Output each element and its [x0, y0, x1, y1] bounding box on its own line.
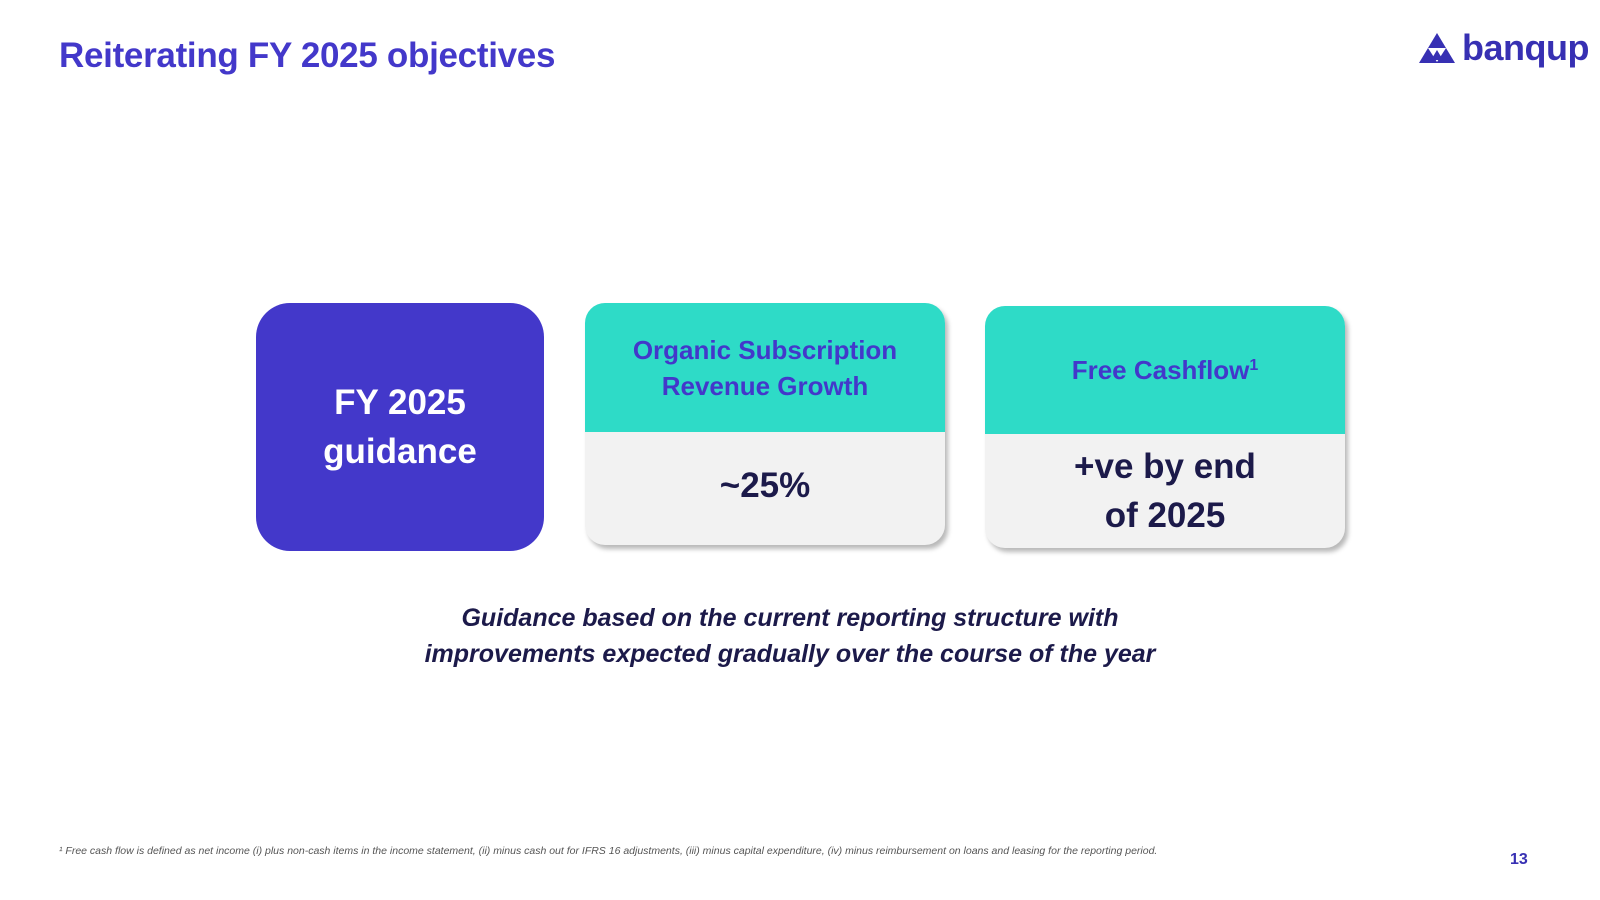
organic-growth-value: ~25% — [719, 466, 811, 505]
free-cashflow-card-header: Free Cashflow1 — [985, 306, 1345, 434]
free-cashflow-value: +ve by end of 2025 — [1035, 442, 1295, 540]
guidance-line-1: FY 2025 — [334, 383, 466, 422]
slide-title: Reiterating FY 2025 objectives — [59, 36, 556, 75]
logo-wordmark: banqup — [1462, 27, 1589, 68]
triangle-mountain-icon — [1419, 33, 1455, 63]
organic-growth-card-body: ~25% — [585, 432, 945, 545]
guidance-note: Guidance based on the current reporting … — [340, 600, 1240, 672]
footnote-marker: ¹ — [59, 845, 63, 857]
fy2025-guidance-box: FY 2025 guidance — [256, 303, 544, 551]
guidance-note-line-1: Guidance based on the current reporting … — [461, 604, 1119, 632]
free-cashflow-value-line-1: +ve by end — [1074, 446, 1256, 486]
free-cashflow-card-body: +ve by end of 2025 — [985, 434, 1345, 547]
free-cashflow-title: Free Cashflow — [1071, 355, 1250, 385]
organic-growth-title-line-1: Organic Subscription — [632, 334, 898, 365]
guidance-label: FY 2025 guidance — [300, 378, 500, 476]
free-cashflow-value-line-2: of 2025 — [1104, 495, 1226, 535]
footnote-reference: 1 — [1249, 357, 1259, 374]
organic-growth-title-line-2: Revenue Growth — [661, 370, 869, 401]
organic-growth-card-header: Organic Subscription Revenue Growth — [585, 303, 945, 432]
footnote-text: Free cash flow is defined as net income … — [65, 845, 1158, 857]
guidance-note-line-2: improvements expected gradually over the… — [424, 640, 1156, 668]
guidance-line-2: guidance — [323, 432, 477, 471]
free-cashflow-card: Free Cashflow1 +ve by end of 2025 — [985, 306, 1345, 548]
free-cashflow-card-title: Free Cashflow1 — [1015, 352, 1315, 388]
organic-growth-card: Organic Subscription Revenue Growth ~25% — [585, 303, 945, 545]
footnote: ¹ Free cash flow is defined as net incom… — [59, 845, 1157, 857]
page-number: 13 — [1510, 851, 1528, 868]
organic-growth-card-title: Organic Subscription Revenue Growth — [615, 332, 915, 404]
banqup-logo: banqup — [1418, 28, 1589, 68]
